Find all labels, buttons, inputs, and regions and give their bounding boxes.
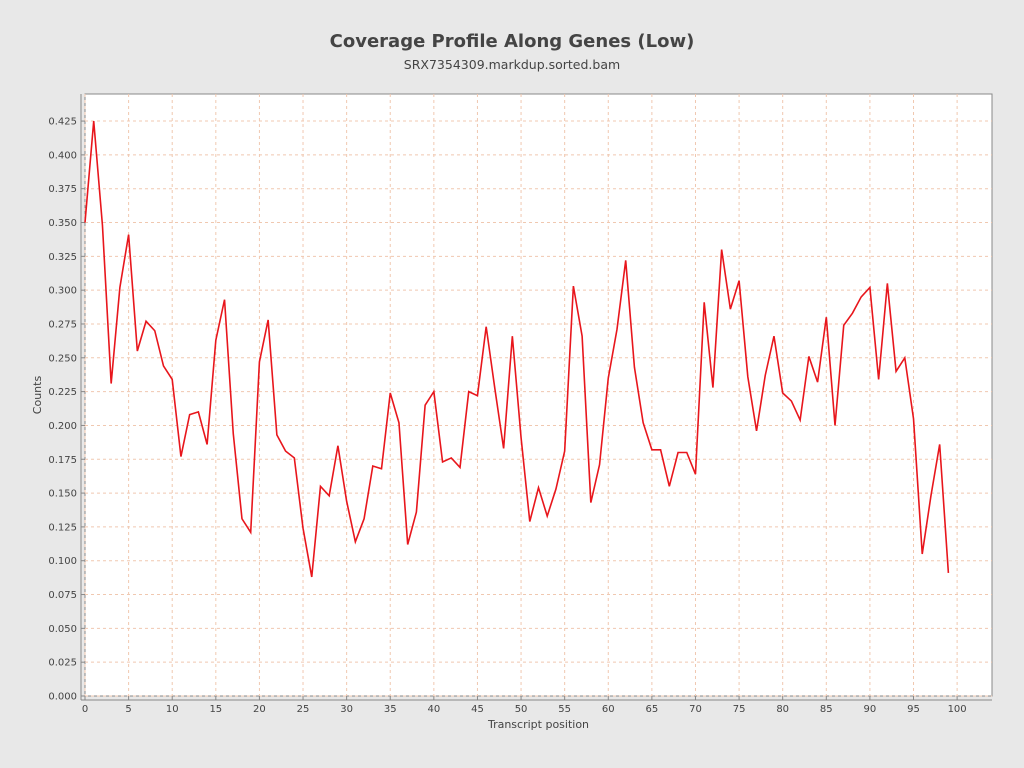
x-tick-label: 70 — [689, 704, 702, 715]
y-tick-label: 0.050 — [48, 624, 77, 635]
y-tick-label: 0.200 — [48, 421, 77, 432]
x-tick-label: 5 — [125, 704, 131, 715]
x-tick-label: 10 — [166, 704, 179, 715]
y-tick-label: 0.175 — [48, 455, 77, 466]
x-tick-label: 0 — [82, 704, 88, 715]
x-tick-label: 100 — [948, 704, 967, 715]
x-tick-label: 30 — [340, 704, 353, 715]
axes: 0.000 0.025 0.050 0.075 0.100 0.125 0.150 0.175… — [48, 94, 992, 715]
x-axis-label: Transcript position — [487, 718, 589, 731]
y-tick-label: 0.275 — [48, 319, 77, 330]
x-tick-label: 15 — [209, 704, 222, 715]
x-tick-label: 85 — [820, 704, 833, 715]
y-axis-label: Counts — [31, 376, 44, 415]
chart-subtitle: SRX7354309.markdup.sorted.bam — [403, 57, 621, 72]
chart-title: Coverage Profile Along Genes (Low) — [329, 31, 695, 52]
y-tick-label: 0.125 — [48, 522, 77, 533]
x-tick-label: 75 — [733, 704, 746, 715]
y-tick-label: 0.350 — [48, 218, 77, 229]
y-tick-label: 0.425 — [48, 117, 77, 128]
y-tick-label: 0.225 — [48, 387, 77, 398]
x-tick-label: 35 — [384, 704, 397, 715]
x-tick-label: 20 — [253, 704, 266, 715]
x-tick-label: 55 — [558, 704, 571, 715]
x-tick-label: 80 — [776, 704, 789, 715]
y-tick-label: 0.250 — [48, 353, 77, 364]
x-tick-label: 40 — [427, 704, 440, 715]
y-tick-label: 0.375 — [48, 184, 77, 195]
x-tick-label: 25 — [297, 704, 310, 715]
x-tick-label: 60 — [602, 704, 615, 715]
y-tick-label: 0.100 — [48, 556, 77, 567]
x-tick-label: 95 — [907, 704, 920, 715]
y-tick-label: 0.075 — [48, 590, 77, 601]
x-tick-label: 90 — [864, 704, 877, 715]
series-layer — [84, 120, 950, 578]
x-tick-label: 65 — [646, 704, 659, 715]
plot-area — [84, 93, 993, 697]
y-tick-label: 0.300 — [48, 286, 77, 297]
y-tick-label: 0.150 — [48, 489, 77, 500]
x-tick-label: 50 — [515, 704, 528, 715]
y-tick-label: 0.025 — [48, 658, 77, 669]
series-line-0 — [84, 120, 950, 578]
x-tick-label: 45 — [471, 704, 484, 715]
y-tick-label: 0.000 — [48, 692, 77, 703]
y-tick-label: 0.325 — [48, 252, 77, 263]
y-tick-label: 0.400 — [48, 150, 77, 161]
